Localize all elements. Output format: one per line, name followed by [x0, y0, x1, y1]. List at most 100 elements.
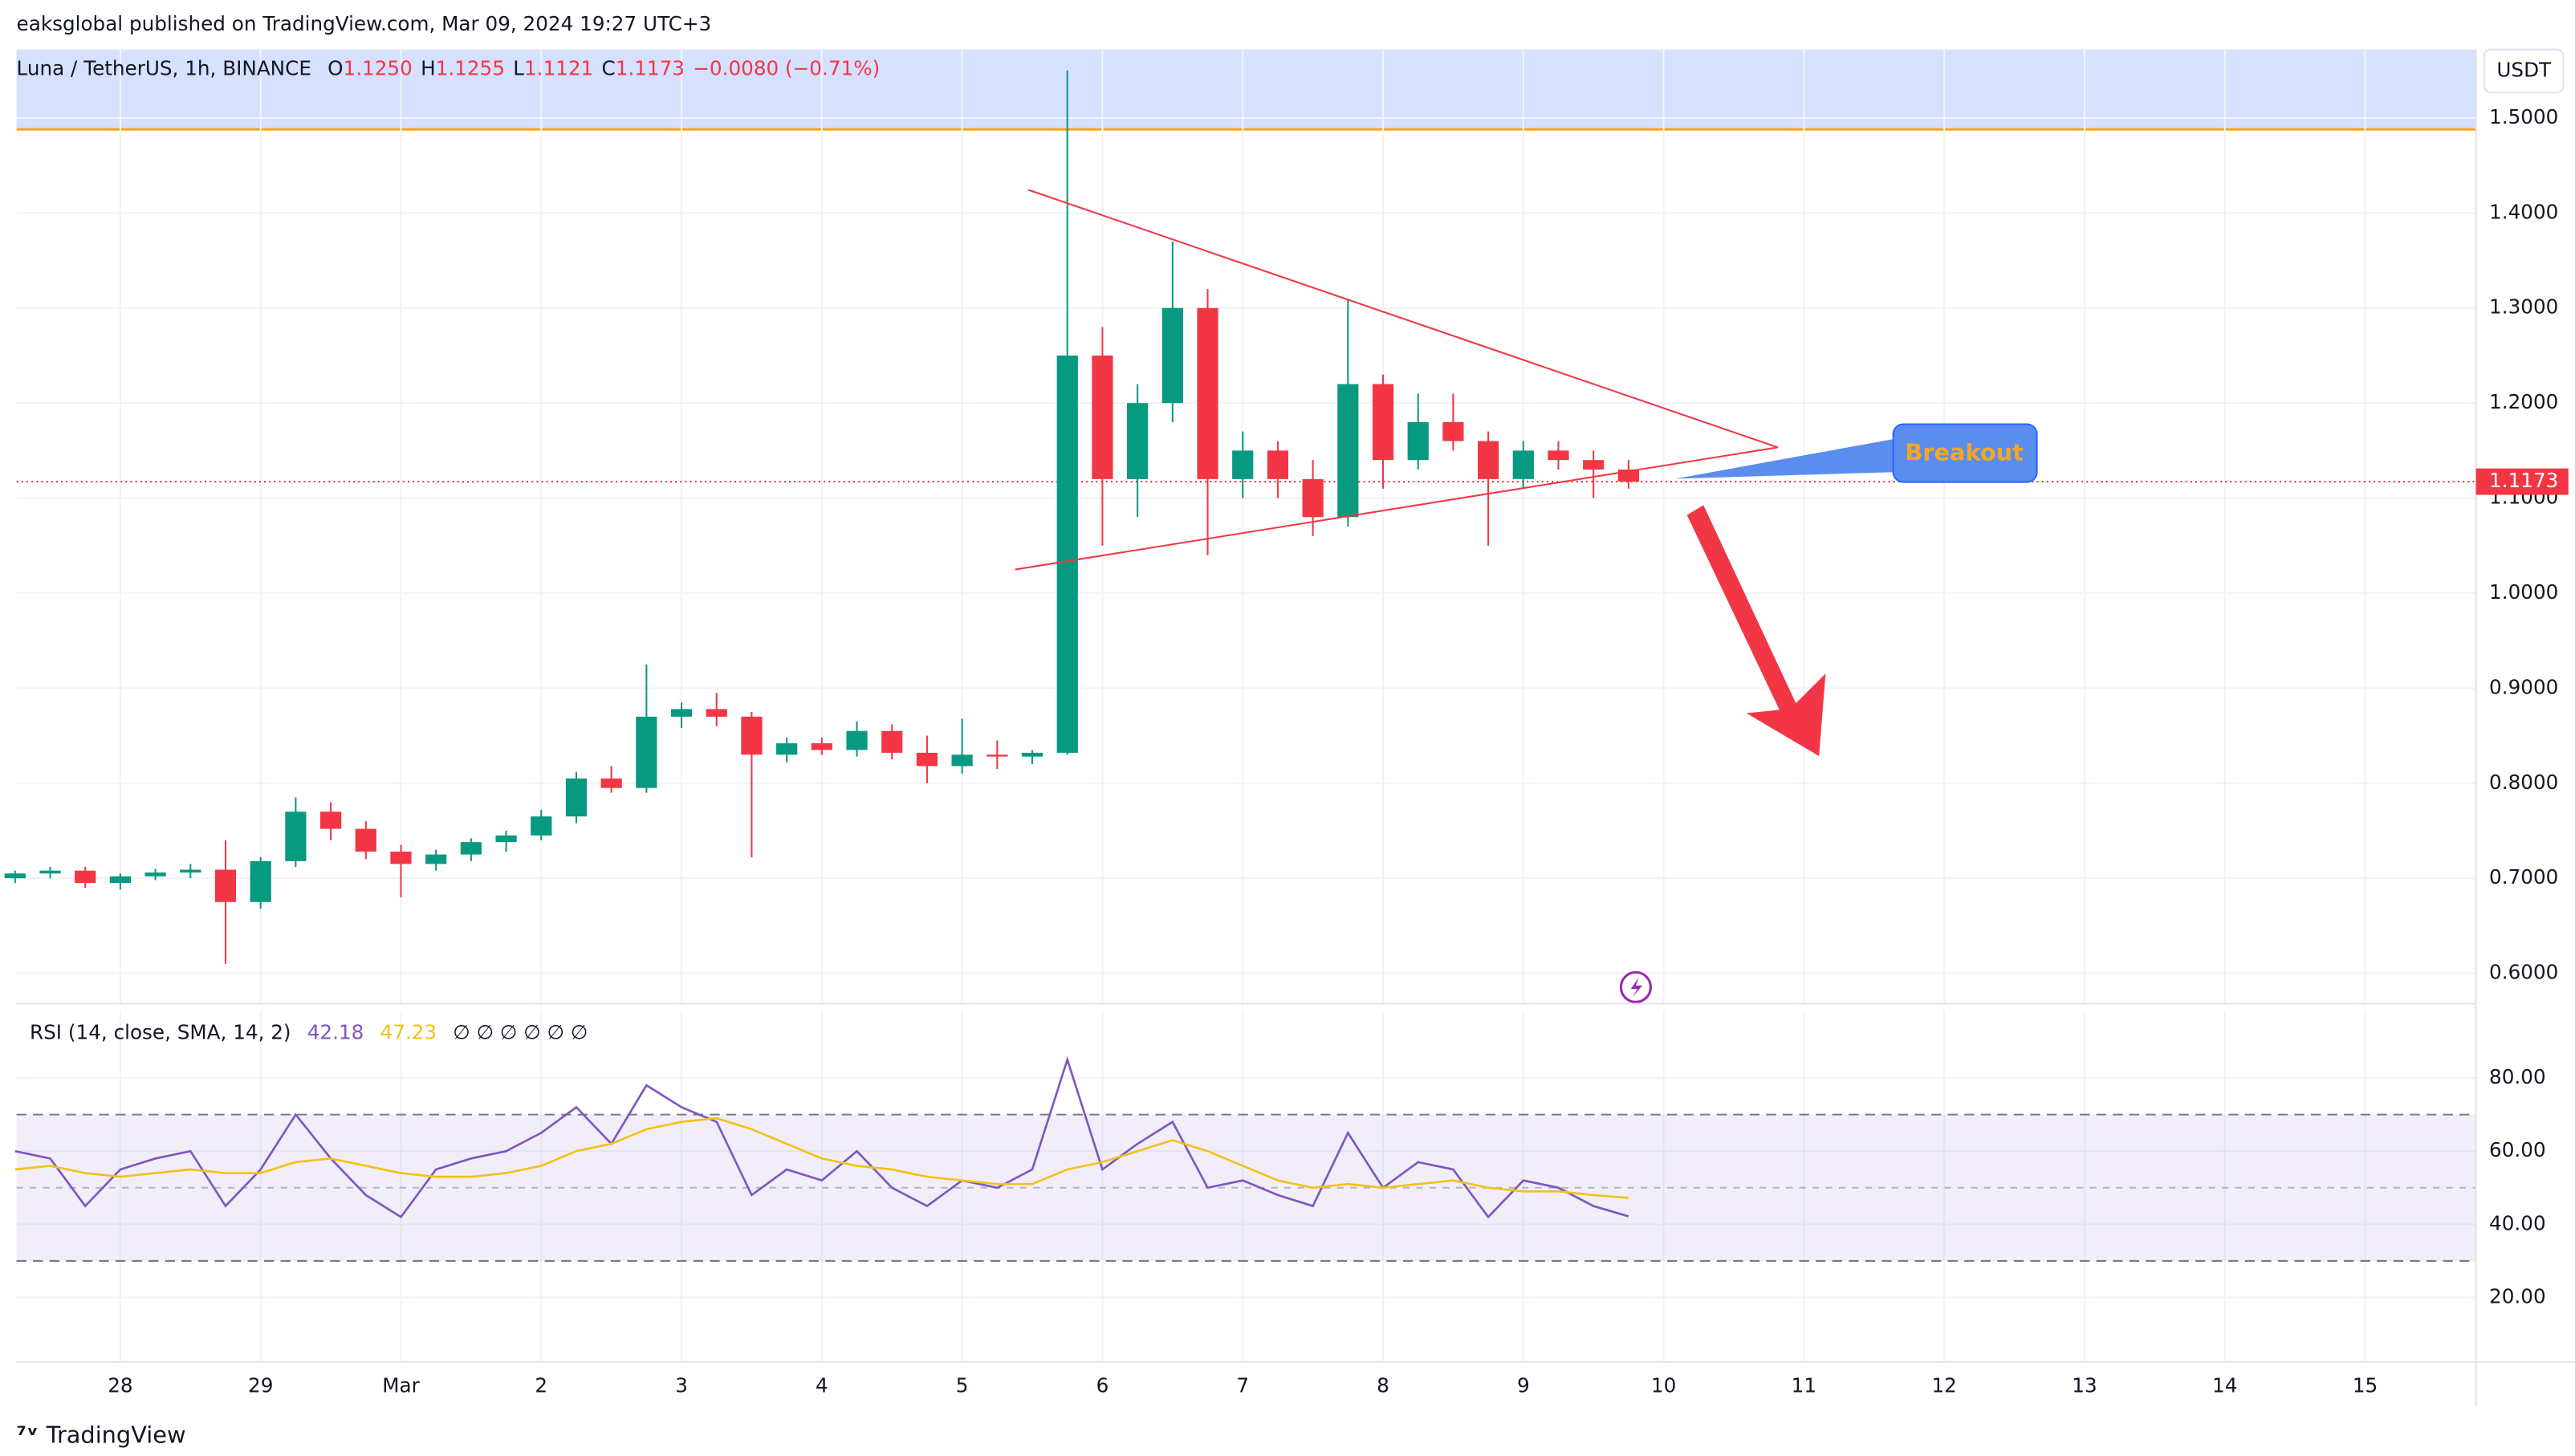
rsi-tick-label: 60.00 [2489, 1138, 2546, 1161]
candle-body [180, 869, 201, 873]
rsi-tick-label: 20.00 [2489, 1285, 2546, 1308]
x-tick-label: 28 [108, 1374, 132, 1397]
candle-body [1232, 450, 1254, 479]
rsi-placeholders: ∅ ∅ ∅ ∅ ∅ ∅ [453, 1020, 588, 1043]
candle-body [531, 816, 552, 836]
candle-body [811, 743, 832, 750]
candle-body [706, 709, 727, 717]
triangle-upper-line [1027, 189, 1779, 449]
candle-body [1161, 307, 1183, 404]
candle-body [4, 873, 26, 879]
candle-body [495, 835, 517, 843]
x-tick-label: 10 [1651, 1374, 1676, 1397]
candle-body [846, 730, 868, 750]
rsi-line [14, 1055, 1629, 1219]
x-tick-label: 2 [535, 1374, 547, 1397]
rsi-sma-value: 47.23 [380, 1020, 437, 1043]
last-price-tag [2475, 468, 2569, 495]
candle-body [109, 876, 132, 884]
y-tick-label: 1.5000 [2489, 105, 2558, 128]
candle-body [250, 860, 271, 902]
rsi-line [14, 1116, 1629, 1199]
currency-label[interactable]: USDT [2496, 58, 2552, 81]
x-tick-label: 6 [1096, 1374, 1109, 1397]
candle-body [1477, 441, 1499, 479]
x-tick-label: 3 [675, 1374, 688, 1397]
grid-layer [16, 49, 2476, 1362]
y-tick-label: 1.0000 [2489, 580, 2558, 604]
symbol: Luna / TetherUS, 1h, BINANCE [17, 56, 311, 79]
candle-body [1512, 450, 1534, 479]
candle-body [565, 778, 588, 817]
marks-layer [4, 70, 1639, 1219]
x-tick-label: 4 [816, 1374, 828, 1397]
candle-body [390, 852, 412, 864]
x-tick-label: 12 [1931, 1374, 1956, 1397]
x-tick-label: 9 [1517, 1374, 1530, 1397]
candle-body [600, 778, 622, 788]
candle-body [1021, 752, 1043, 757]
y-tick-label: 1.2000 [2489, 390, 2558, 413]
y-tick-label: 0.7000 [2489, 865, 2558, 889]
breakout-label: Breakout [1905, 439, 2024, 466]
change: −0.0080 (−0.71%) [693, 56, 880, 79]
callout-box [1892, 423, 2038, 483]
rsi-title: RSI (14, close, SMA, 14, 2) [30, 1020, 291, 1043]
x-tick-label: 15 [2353, 1374, 2378, 1397]
ohlc-key: C [601, 56, 615, 79]
x-tick-label: 11 [1792, 1374, 1816, 1397]
candle-body [951, 754, 973, 767]
candle-body [1056, 355, 1078, 753]
ohlc-key: H [421, 56, 436, 79]
publish-info: eaksglobal published on TradingView.com,… [17, 12, 712, 35]
candle-body [881, 730, 903, 753]
candle-body [1267, 450, 1289, 479]
x-tick-label: 7 [1236, 1374, 1249, 1397]
candle-body [285, 811, 307, 861]
logo-text: TradingView [46, 1421, 186, 1448]
resistance-zone [16, 49, 2476, 130]
candle-body [1583, 460, 1605, 470]
x-tick-label: 29 [248, 1374, 273, 1397]
ohlc-key: L [513, 56, 524, 79]
candle-body [1548, 450, 1569, 461]
y-tick-label: 0.8000 [2489, 771, 2558, 794]
candle-body [1337, 384, 1359, 518]
candle-body [1407, 421, 1429, 461]
ohlc-value: 1.1255 [436, 56, 505, 79]
candle-body [460, 842, 482, 855]
candle-body [636, 716, 657, 788]
candle-body [1372, 384, 1394, 461]
rsi-tick-label: 80.00 [2489, 1065, 2546, 1088]
candle-body [1197, 307, 1218, 479]
candle-body [214, 869, 237, 902]
candle-body [144, 872, 166, 876]
candle-body [916, 752, 938, 767]
candle-body [776, 743, 798, 755]
candle-body [1127, 403, 1149, 479]
candle-body [319, 811, 342, 829]
candle-body [39, 870, 61, 874]
x-tick-label: 13 [2072, 1374, 2097, 1397]
rsi-tick-label: 40.00 [2489, 1211, 2546, 1234]
last-price-label: 1.1173 [2489, 469, 2558, 492]
ohlc-key: O [327, 56, 343, 79]
candle-body [1092, 355, 1113, 479]
triangle-lower-line [1015, 446, 1778, 571]
y-tick-label: 1.4000 [2489, 200, 2558, 223]
x-tick-label: 5 [956, 1374, 969, 1397]
y-tick-label: 0.6000 [2489, 961, 2558, 984]
candle-body [670, 709, 693, 717]
candle-body [986, 754, 1008, 757]
x-tick-label: Mar [382, 1374, 420, 1397]
candle-body [355, 828, 376, 852]
logo-mark: ⁷ᵛ [17, 1421, 47, 1448]
ohlc-value: 1.1173 [616, 56, 685, 79]
logo: ⁷ᵛ TradingView [17, 1421, 186, 1448]
currency-button[interactable] [2483, 48, 2565, 94]
candle-body [741, 716, 763, 755]
alert-icon [1619, 970, 1652, 1003]
